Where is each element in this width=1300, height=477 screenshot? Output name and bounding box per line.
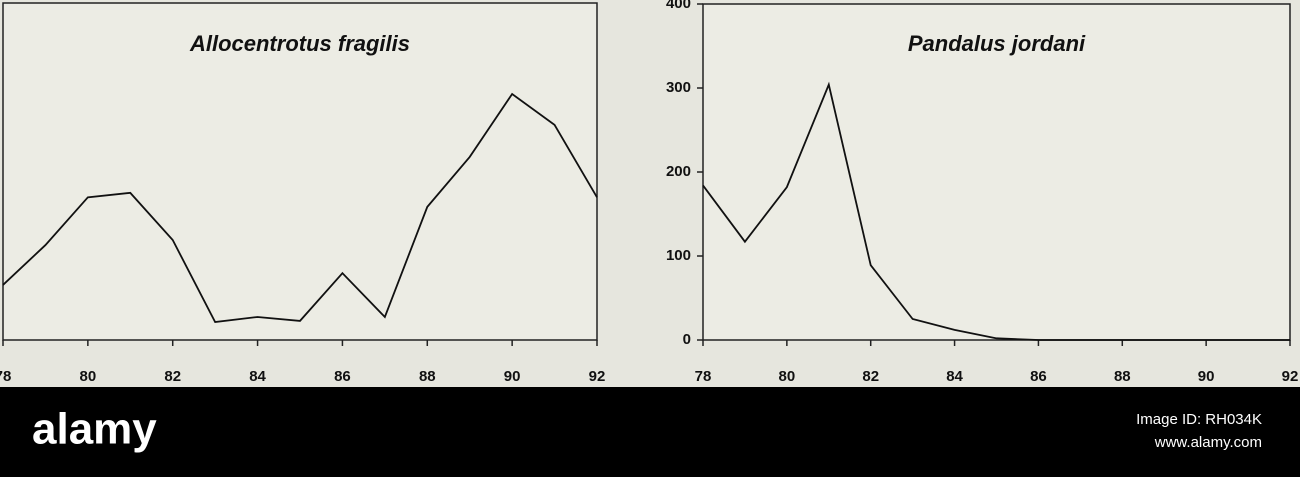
chart-title: Pandalus jordani bbox=[908, 31, 1086, 56]
x-tick-label: 82 bbox=[164, 368, 181, 385]
x-tick-label: 88 bbox=[419, 368, 436, 385]
y-tick-label: 0 bbox=[683, 331, 691, 348]
x-tick-label: 80 bbox=[80, 368, 97, 385]
y-tick-label: 100 bbox=[666, 247, 691, 264]
chart-title: Allocentrotus fragilis bbox=[189, 31, 410, 56]
x-tick-label: 84 bbox=[946, 368, 963, 385]
x-tick-label: 78 bbox=[695, 368, 712, 385]
x-tick-label: 86 bbox=[1030, 368, 1047, 385]
brand: alamy bbox=[32, 405, 157, 454]
x-tick-label: 88 bbox=[1114, 368, 1131, 385]
x-tick-label: 90 bbox=[1198, 368, 1215, 385]
x-tick-label: 84 bbox=[249, 368, 266, 385]
image-id: Image ID: RH034K bbox=[1136, 411, 1262, 428]
x-tick-label: 86 bbox=[334, 368, 351, 385]
y-tick-label: 400 bbox=[666, 0, 691, 12]
plot-area bbox=[2, 2, 598, 341]
x-tick-label: 80 bbox=[779, 368, 796, 385]
x-tick-label: 82 bbox=[862, 368, 879, 385]
url: www.alamy.com bbox=[1154, 434, 1262, 451]
x-tick-label: 92 bbox=[589, 368, 606, 385]
x-tick-label: 92 bbox=[1282, 368, 1299, 385]
plot-area bbox=[702, 3, 1291, 341]
x-tick-label: 90 bbox=[504, 368, 521, 385]
data-line bbox=[702, 81, 1290, 341]
y-tick-label: 300 bbox=[666, 79, 691, 96]
footer-band bbox=[0, 387, 1300, 477]
data-line bbox=[2, 92, 598, 323]
x-tick-label: 78 bbox=[0, 368, 11, 385]
y-tick-label: 200 bbox=[666, 163, 691, 180]
